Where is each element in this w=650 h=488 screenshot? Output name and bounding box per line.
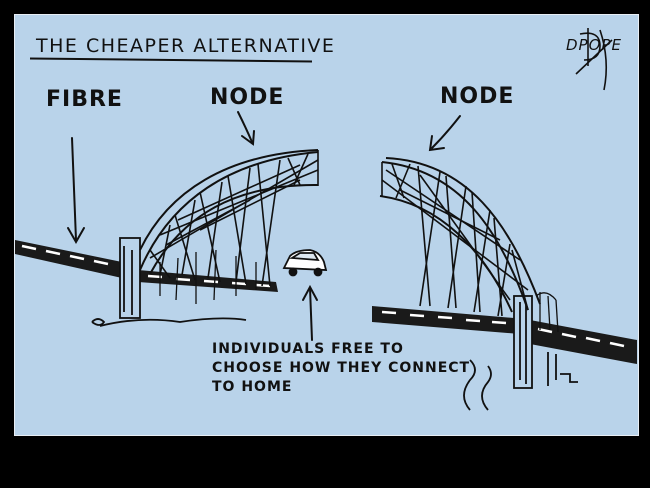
right-road	[372, 306, 637, 364]
node-left-label: NODE	[210, 85, 285, 110]
signature-mark	[575, 28, 613, 91]
right-tower	[463, 295, 578, 411]
node-right-label: NODE	[440, 84, 515, 109]
left-bridge-arch	[139, 149, 319, 304]
cartoon-panel	[14, 14, 639, 436]
node-left-arrow	[237, 111, 255, 146]
caption: INDIVIDUALS FREE TO CHOOSE HOW THEY CONN…	[212, 341, 471, 395]
right-bridge-arch	[379, 157, 559, 333]
car-icon	[282, 249, 328, 277]
fibre-label: FIBRE	[46, 87, 123, 112]
node-right-arrow	[428, 115, 461, 152]
caption-arrow	[302, 284, 318, 341]
artist-signature: DPOPE	[566, 36, 622, 54]
cartoon-title: THE CHEAPER ALTERNATIVE	[36, 35, 336, 57]
fibre-arrow	[67, 137, 85, 245]
left-tower	[91, 237, 247, 327]
arrows	[67, 111, 461, 341]
